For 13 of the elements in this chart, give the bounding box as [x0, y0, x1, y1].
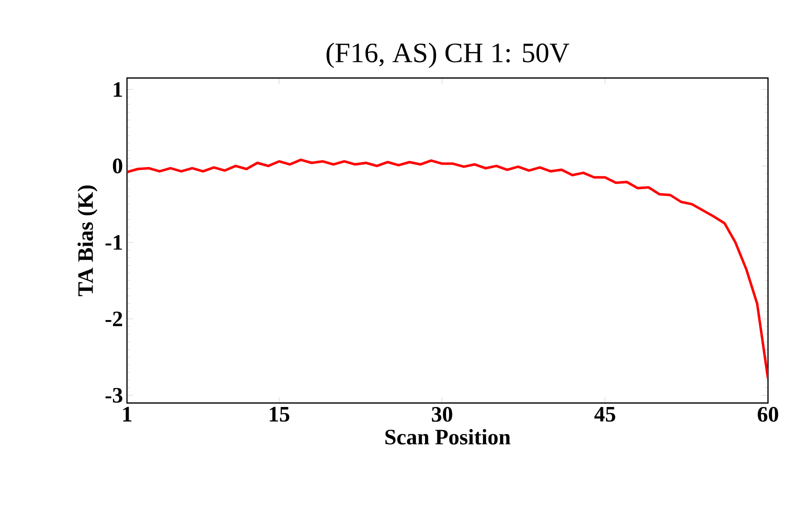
- y-tick-label: 1: [114, 82, 122, 97]
- y-tick-label: -3: [106, 388, 122, 403]
- x-tick-label: 15: [270, 406, 290, 422]
- x-tick-label: 30: [432, 406, 452, 422]
- y-tick-label: -2: [106, 312, 122, 326]
- y-tick-label: 0: [112, 158, 122, 174]
- x-axis-title: Scan Position: [385, 429, 510, 445]
- chart-title: (F16, AS) CH 1: 50V: [326, 42, 570, 68]
- y-tick-label: -1: [106, 235, 122, 250]
- y-axis-title: TA Bias (K): [78, 185, 98, 296]
- x-tick-label: 60: [758, 406, 778, 422]
- x-tick-label: 45: [594, 406, 616, 422]
- line-series: [127, 158, 768, 380]
